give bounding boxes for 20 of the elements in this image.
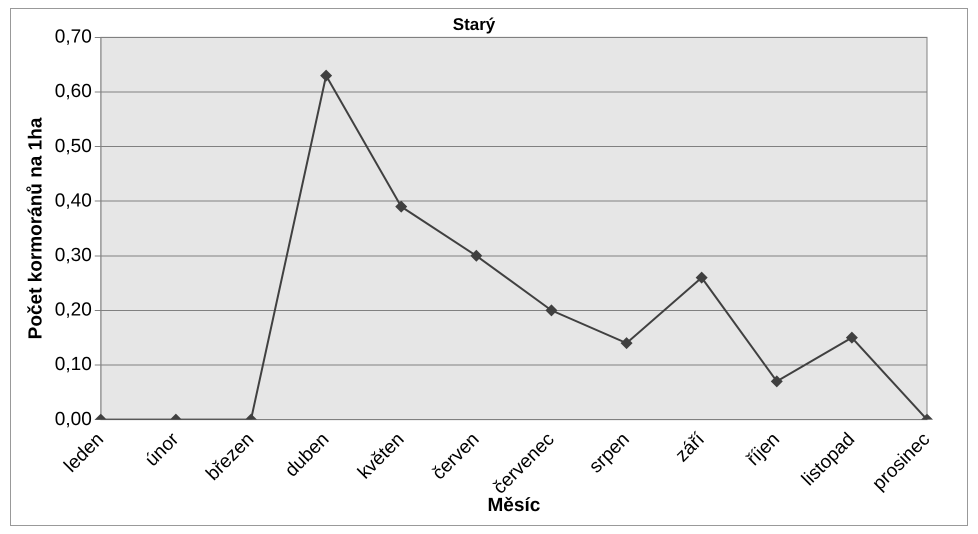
y-tick-label: 0,10 [54, 354, 92, 376]
y-tick-label: 0,00 [54, 408, 92, 430]
chart-title: Starý [452, 14, 496, 34]
y-tick-label: 0,20 [54, 300, 92, 321]
y-tick-label: 0,50 [54, 136, 92, 157]
y-tick-label: 0,30 [54, 245, 92, 266]
x-axis-title: Měsíc [487, 494, 541, 516]
point [620, 337, 633, 350]
x-tick-label: únor [141, 428, 184, 471]
x-tick-label: říjen [743, 429, 784, 470]
point [846, 332, 858, 344]
point [545, 304, 558, 316]
point [395, 200, 408, 213]
y-tick-label: 0,60 [54, 81, 92, 102]
point [696, 272, 708, 284]
y-tick-label: 0,70 [54, 26, 92, 48]
point [470, 250, 482, 262]
x-tick-label: září [672, 428, 710, 466]
y-axis-title: Počet kormoránů na 1ha [26, 117, 47, 340]
y-tick-label: 0,40 [54, 190, 92, 212]
